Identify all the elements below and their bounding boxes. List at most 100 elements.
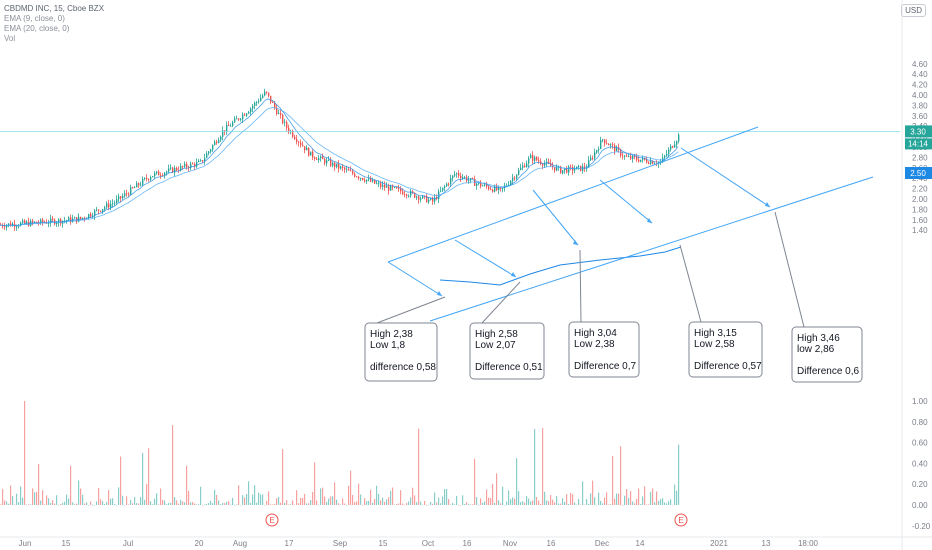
price-tick-label: 2.00 bbox=[912, 195, 928, 204]
volume-bar bbox=[602, 503, 604, 505]
candle-body bbox=[222, 130, 224, 137]
volume-bar bbox=[564, 501, 566, 505]
candle-body bbox=[382, 184, 384, 187]
earnings-letter: E bbox=[678, 516, 683, 525]
volume-bar bbox=[318, 504, 320, 506]
candle-body bbox=[548, 161, 550, 164]
volume-bar bbox=[274, 504, 276, 505]
volume-bar bbox=[358, 483, 360, 505]
candle-body bbox=[220, 136, 222, 141]
volume-bar bbox=[74, 504, 76, 505]
callout-text: Low 2,07 bbox=[475, 340, 516, 351]
volume-bar bbox=[524, 502, 526, 505]
volume-bar bbox=[290, 504, 292, 505]
candle-body bbox=[416, 196, 418, 198]
candle-body bbox=[150, 177, 152, 180]
candle-body bbox=[272, 102, 274, 103]
ema-value-tag: 2.50 bbox=[905, 167, 932, 179]
trend-channel-line bbox=[599, 179, 653, 224]
candle-body bbox=[276, 107, 278, 115]
candle-body bbox=[164, 172, 166, 176]
volume-bar bbox=[398, 503, 400, 505]
volume-bar bbox=[166, 504, 168, 505]
candle-body bbox=[590, 157, 592, 161]
volume-bar bbox=[554, 502, 556, 505]
candle-body bbox=[556, 166, 558, 171]
volume-bar bbox=[604, 497, 606, 505]
volume-bar bbox=[576, 504, 578, 506]
long-ema-line bbox=[439, 246, 682, 286]
volume-bar bbox=[296, 490, 298, 505]
candle-body bbox=[308, 147, 310, 156]
candle-body bbox=[196, 162, 198, 167]
volume-bar bbox=[384, 501, 386, 505]
volume-bar bbox=[198, 504, 200, 505]
candle-body bbox=[386, 186, 388, 188]
candle-body bbox=[124, 193, 126, 197]
price-tick-label: 1.80 bbox=[912, 205, 928, 214]
volume-bar bbox=[10, 485, 12, 505]
volume-bar bbox=[228, 501, 230, 505]
currency-button[interactable]: USD bbox=[901, 4, 926, 17]
candle-body bbox=[58, 219, 60, 223]
candle-body bbox=[358, 176, 360, 179]
volume-bar bbox=[372, 502, 374, 505]
candle-body bbox=[116, 199, 118, 203]
volume-bar bbox=[416, 502, 418, 505]
volume-bar bbox=[224, 503, 226, 505]
volume-bar bbox=[474, 458, 476, 505]
candle-body bbox=[422, 195, 424, 199]
volume-bar bbox=[634, 503, 636, 505]
candle-body bbox=[250, 108, 252, 113]
volume-bar bbox=[154, 498, 156, 505]
candle-body bbox=[202, 160, 204, 162]
volume-bar bbox=[114, 503, 116, 505]
volume-label: Vol bbox=[4, 34, 16, 43]
current-price-tag-bg bbox=[905, 125, 932, 138]
candle-body bbox=[514, 177, 516, 179]
volume-bar bbox=[518, 491, 520, 505]
volume-bar bbox=[346, 504, 348, 506]
volume-bar bbox=[178, 503, 180, 505]
candle-body bbox=[36, 221, 38, 223]
price-tick-label: 1.60 bbox=[912, 216, 928, 225]
candle-body bbox=[638, 159, 640, 162]
volume-bar bbox=[220, 504, 222, 505]
volume-bar bbox=[230, 504, 232, 506]
volume-bar bbox=[618, 493, 620, 505]
callout-text: Difference 0,57 bbox=[694, 361, 762, 372]
candle-body bbox=[398, 188, 400, 190]
volume-bar bbox=[360, 494, 362, 505]
candle-body bbox=[148, 179, 150, 180]
volume-bar bbox=[412, 487, 414, 505]
ema9-line bbox=[0, 98, 679, 227]
volume-bar bbox=[186, 465, 188, 505]
volume-bar bbox=[542, 428, 544, 505]
volume-bar bbox=[378, 493, 380, 505]
volume-bar bbox=[88, 504, 90, 506]
candle-body bbox=[40, 219, 42, 224]
volume-bar bbox=[572, 494, 574, 505]
candle-body bbox=[420, 198, 422, 200]
candle-body bbox=[562, 170, 564, 174]
candle-body bbox=[228, 124, 230, 126]
callout-text: High 3,04 bbox=[574, 328, 617, 339]
volume-bar bbox=[468, 504, 470, 505]
volume-bar bbox=[34, 492, 36, 505]
price-tick-label: 3.80 bbox=[912, 101, 928, 110]
callout-pointer bbox=[481, 281, 521, 324]
volume-bar bbox=[400, 490, 402, 505]
candle-body bbox=[652, 160, 654, 164]
volume-bar bbox=[438, 497, 440, 505]
volume-bar bbox=[0, 504, 2, 505]
candle-body bbox=[448, 183, 450, 185]
arrow-head bbox=[647, 218, 652, 223]
volume-bar bbox=[298, 503, 300, 505]
volume-bar bbox=[620, 446, 622, 505]
candle-body bbox=[376, 183, 378, 185]
volume-bar bbox=[124, 504, 126, 506]
candle-body bbox=[476, 183, 478, 186]
volume-bar bbox=[426, 504, 428, 506]
callout-text: Low 2,58 bbox=[694, 339, 735, 350]
